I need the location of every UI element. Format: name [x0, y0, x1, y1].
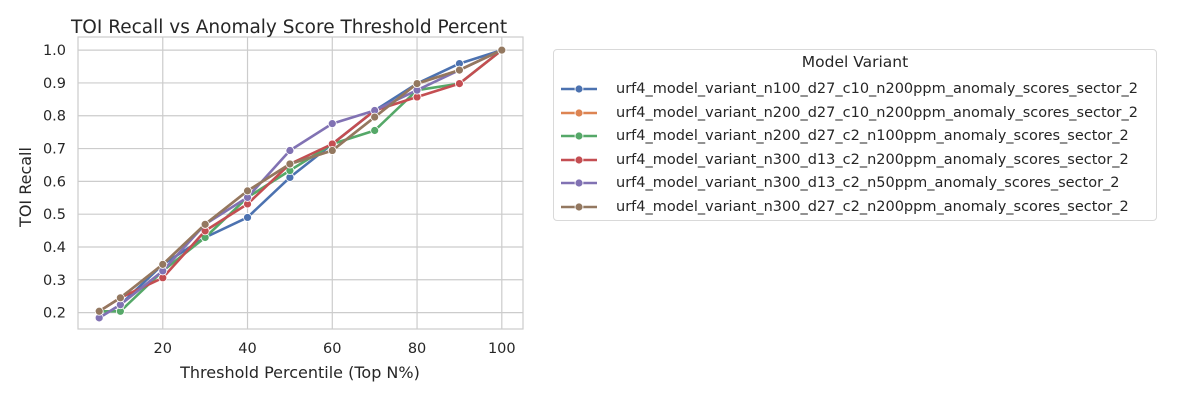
legend-label: urf4_model_variant_n200_d27_c2_n100ppm_a…: [616, 128, 1129, 144]
legend-item: urf4_model_variant_n300_d13_c2_n200ppm_a…: [554, 150, 1156, 174]
x-tick-label: 100: [488, 341, 516, 357]
y-tick-label: 0.5: [43, 207, 66, 223]
data-point: [200, 219, 210, 229]
series-6: [94, 45, 507, 316]
legend-item: urf4_model_variant_n200_d27_c10_n200ppm_…: [554, 103, 1156, 127]
x-axis-label: Threshold Percentile (Top N%): [179, 363, 420, 382]
legend-swatch: [561, 84, 597, 94]
legend-item: urf4_model_variant_n100_d27_c10_n200ppm_…: [554, 79, 1156, 103]
legend-item: urf4_model_variant_n200_d27_c2_n100ppm_a…: [554, 126, 1156, 150]
y-tick-label: 1.0: [43, 43, 66, 59]
legend-label: urf4_model_variant_n300_d27_c2_n200ppm_a…: [616, 198, 1129, 215]
y-tick-label: 0.2: [43, 306, 66, 322]
y-tick-label: 0.9: [43, 76, 66, 92]
data-point: [497, 45, 507, 55]
legend-item: urf4_model_variant_n300_d13_c2_n50ppm_an…: [554, 173, 1156, 197]
y-tick-label: 0.3: [43, 273, 66, 289]
legend-swatch: [561, 178, 597, 188]
data-point: [243, 186, 252, 196]
y-tick-label: 0.7: [43, 142, 66, 158]
x-tick-label: 40: [238, 341, 256, 357]
data-point: [455, 65, 464, 75]
series-layer: [94, 45, 507, 323]
legend-swatch: [561, 202, 597, 211]
data-point: [455, 79, 464, 88]
x-tick-label: 60: [323, 341, 341, 357]
data-point: [94, 306, 104, 316]
legend-label: urf4_model_variant_n200_d27_c10_n200ppm_…: [616, 104, 1138, 121]
legend-label: urf4_model_variant_n100_d27_c10_n200ppm_…: [616, 81, 1138, 97]
x-tick-label: 20: [154, 341, 172, 357]
data-point: [115, 293, 125, 303]
data-point: [327, 119, 337, 129]
data-point: [285, 146, 295, 155]
legend-label: urf4_model_variant_n300_d13_c2_n50ppm_an…: [616, 175, 1120, 191]
data-point: [158, 259, 168, 269]
y-tick-label: 0.8: [43, 109, 66, 125]
legend-item: urf4_model_variant_n300_d27_c2_n200ppm_a…: [554, 197, 1156, 221]
data-point: [327, 146, 337, 155]
y-axis-label: TOI Recall: [16, 147, 35, 228]
plot-frame: [77, 36, 524, 330]
chart-title: TOI Recall vs Anomaly Score Threshold Pe…: [70, 17, 507, 38]
data-point: [285, 159, 295, 169]
tick-labels: 20 40 60 80 100 0.2 0.3 0.4 0.5 0.6 0.7 0.8 0.9 1.0: [43, 43, 516, 357]
legend-swatch: [561, 108, 597, 117]
data-point: [243, 213, 252, 222]
data-point: [412, 79, 422, 88]
x-tick-label: 80: [408, 341, 426, 357]
legend-label: urf4_model_variant_n300_d13_c2_n200ppm_a…: [616, 151, 1129, 168]
grid-lines: [78, 37, 523, 329]
legend-items: urf4_model_variant_n100_d27_c10_n200ppm_…: [554, 79, 1156, 220]
legend-title: Model Variant: [801, 53, 909, 71]
legend: Model Variant urf4_model_variant_n100_d2…: [553, 49, 1157, 221]
data-point: [370, 112, 380, 122]
y-tick-label: 0.6: [43, 174, 66, 190]
y-tick-label: 0.4: [43, 240, 66, 256]
data-point: [370, 126, 380, 135]
legend-swatch: [561, 131, 597, 141]
legend-swatch: [561, 155, 597, 164]
